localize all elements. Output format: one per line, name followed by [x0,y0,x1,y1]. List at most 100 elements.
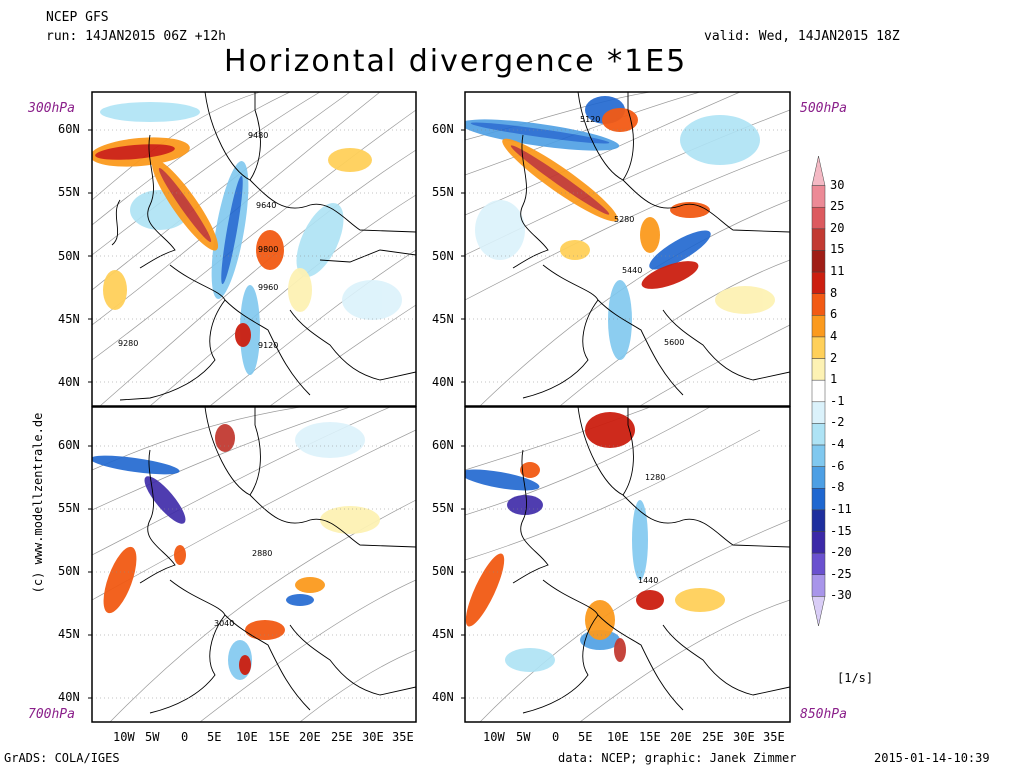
colorbar-swatch [811,206,826,230]
lat-label: 50N [58,249,80,263]
lat-label: 45N [432,627,454,641]
contour-label: 2880 [252,549,272,558]
colorbar-swatch [811,271,826,294]
lon-label: 5E [578,730,593,744]
colorbar-tick-label: 6 [830,307,838,322]
contour-label: 9800 [258,245,278,254]
lon-label: 25E [702,730,724,744]
colorbar-tick-label: -8 [830,480,845,495]
colorbar-tick-label: 1 [830,372,838,387]
colorbar-swatch [811,250,826,273]
colorbar-tick-label: -15 [830,523,852,538]
valid-time: valid: Wed, 14JAN2015 18Z [704,29,900,44]
colorbar-unit: [1/s] [837,671,874,685]
map-title: Horizontal divergence *1E5 [224,44,688,79]
lon-label: 15E [639,730,661,744]
lat-label: 60N [58,438,80,452]
colorbar-swatch [811,185,826,208]
lon-label: 25E [331,730,353,744]
lat-label: 55N [432,185,454,199]
colorbar-tick-label: 4 [830,328,838,343]
contour-label: 5600 [664,338,684,347]
lat-label: 45N [432,312,454,326]
lon-label: 10E [236,730,258,744]
colorbar-tick-label: -2 [830,415,845,430]
colorbar-swatch [811,358,826,381]
footer-software: GrADS: COLA/IGES [4,751,120,765]
lon-label: 5W [516,730,531,744]
lon-label: 35E [763,730,785,744]
panel-300hpa: 9480 9640 9800 9960 9120 9280 [92,92,416,406]
colorbar-tick-label: 15 [830,242,845,257]
lat-label: 55N [432,501,454,515]
level-label-700: 700hPa [28,707,75,722]
lat-label: 40N [58,375,80,389]
contour-label: 9280 [118,339,138,348]
lon-label: 0 [181,730,189,744]
colorbar-swatch [811,155,826,186]
lat-label: 45N [58,627,80,641]
contour-label: 9960 [258,283,278,292]
colorbar-swatch [811,336,826,359]
colorbar-swatch [811,509,826,532]
colorbar-tick-label: 2 [830,350,838,365]
lon-label: 10W [113,730,135,744]
colorbar-swatch [811,466,826,489]
lat-label: 60N [432,438,454,452]
colorbar-tick-label: 8 [830,285,838,300]
lon-label: 35E [392,730,414,744]
lon-label: 0 [552,730,560,744]
colorbar-tick-label: -1 [830,393,845,408]
lat-label: 50N [432,564,454,578]
colorbar-swatch [811,531,826,554]
lat-label: 55N [58,185,80,199]
lon-label: 10W [483,730,505,744]
run-time: run: 14JAN2015 06Z +12h [46,29,227,44]
panel-850hpa: 1280 1440 [465,407,790,722]
colorbar-swatch [811,401,826,424]
level-label-850: 850hPa [800,707,847,722]
colorbar-swatch [811,574,826,597]
lat-label: 45N [58,312,80,326]
colorbar-tick-label: 30 [830,177,845,192]
footer-timestamp: 2015-01-14-10:39 [874,751,990,765]
lon-label: 5W [145,730,160,744]
model-name: NCEP GFS [46,10,109,25]
lat-label: 60N [58,122,80,136]
colorbar-swatch [811,552,826,576]
contour-label: 1280 [645,473,665,482]
colorbar-tick-label: -6 [830,458,845,473]
colorbar-tick-label: 20 [830,220,845,235]
colorbar-tick-label: -25 [830,566,852,581]
colorbar-tick-label: 25 [830,199,845,214]
contour-label: 9480 [248,131,268,140]
colorbar-swatch [811,444,826,467]
lat-label: 40N [432,375,454,389]
colorbar-tick-label: -11 [830,501,852,516]
lon-label: 20E [670,730,692,744]
panel-500hpa: 5120 5280 5440 5600 [465,92,790,406]
lat-label: 50N [432,249,454,263]
colorbar-tick-label: 11 [830,264,845,279]
colorbar-swatch [811,488,826,511]
lat-label: 60N [432,122,454,136]
lon-label: 5E [207,730,222,744]
colorbar-swatch [811,293,826,316]
contour-label: 3040 [214,619,234,628]
lat-label: 55N [58,501,80,515]
footer-credits: data: NCEP; graphic: Janek Zimmer [558,751,797,765]
contour-label: 5440 [622,266,642,275]
contour-label: 5280 [614,215,634,224]
colorbar-swatch [811,379,826,403]
lon-label: 30E [733,730,755,744]
colorbar-swatch [811,228,826,251]
colorbar-swatch [811,596,826,627]
contour-label: 9640 [256,201,276,210]
lat-label: 40N [58,690,80,704]
level-label-300: 300hPa [28,101,75,116]
lon-label: 10E [607,730,629,744]
colorbar-swatch [811,423,826,446]
